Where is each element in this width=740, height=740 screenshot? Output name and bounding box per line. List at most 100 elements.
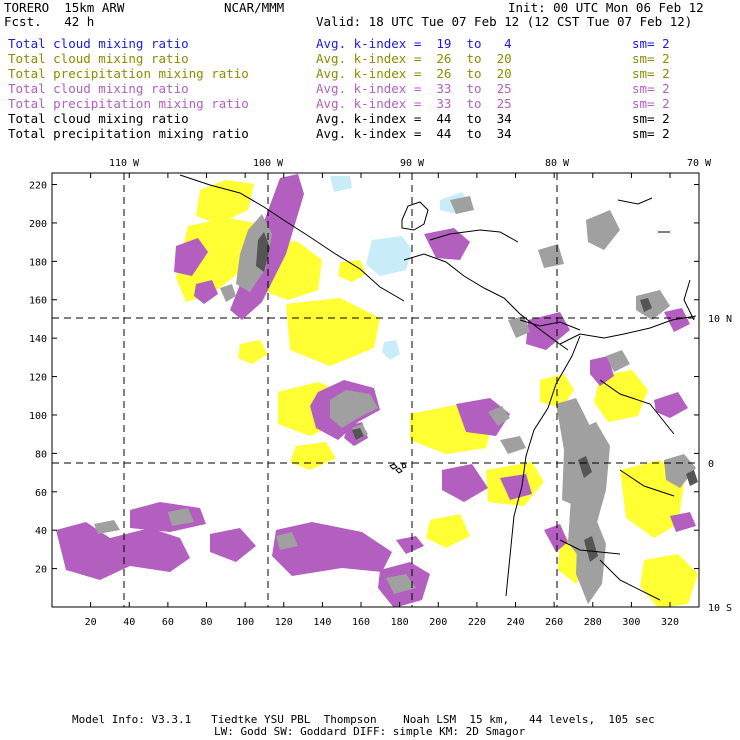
legend-field: Total cloud mixing ratio — [8, 81, 189, 96]
legend-kindex: Avg. k-index = 26 to 20 — [316, 66, 512, 81]
init-time: Init: 00 UTC Mon 06 Feb 12 — [508, 0, 704, 15]
purple-patch — [442, 464, 488, 502]
gray-patch — [276, 532, 298, 550]
purple-patch — [56, 522, 190, 580]
x-tick-label: 320 — [661, 617, 679, 628]
legend-kindex: Avg. k-index = 19 to 4 — [316, 36, 512, 51]
x-tick-label: 240 — [506, 617, 524, 628]
y-tick-label: 60 — [35, 488, 47, 499]
x-tick-label: 40 — [123, 617, 135, 628]
gray-patch — [386, 574, 416, 594]
legend-sm: sm= 2 — [632, 51, 670, 66]
gray-patch — [606, 350, 630, 372]
y-tick-label: 40 — [35, 526, 47, 537]
x-tick-label: 200 — [429, 617, 447, 628]
y-tick-label: 160 — [29, 296, 47, 307]
purple-patch — [654, 392, 688, 418]
purple-patch — [272, 522, 392, 576]
latitude-labels: 10 N 0 10 S — [708, 314, 732, 614]
gray-patch — [330, 390, 378, 428]
purple-patch — [174, 238, 208, 276]
darkgray-core — [352, 428, 364, 440]
coastline-caribbean-islands — [617, 197, 695, 321]
x-axis: 20 40 60 80 100 120 140 160 180 200 220 240 260 280 30… — [85, 173, 679, 628]
longitude-label: 70 W — [687, 158, 712, 169]
x-tick-label: 140 — [313, 617, 331, 628]
yellow-patch — [426, 514, 470, 548]
legend-kindex: Avg. k-index = 33 to 25 — [316, 81, 512, 96]
valid-time: Valid: 18 UTC Tue 07 Feb 12 (12 CST Tue … — [316, 14, 693, 29]
x-tick-label: 20 — [85, 617, 97, 628]
model-title: TORERO 15km ARW — [4, 0, 125, 15]
map-frame — [51, 172, 700, 608]
gray-patch — [586, 210, 620, 250]
longitude-label: 100 W — [253, 158, 284, 169]
x-tick-label: 220 — [468, 617, 486, 628]
legend-sm: sm= 2 — [632, 96, 670, 111]
border-line — [559, 379, 675, 601]
y-axis: 20 40 60 80 100 120 140 160 180 200 220 — [29, 181, 699, 576]
coastline-panama — [519, 319, 581, 331]
gray-patch — [488, 406, 510, 426]
legend-field: Total cloud mixing ratio — [8, 111, 189, 126]
x-tick-label: 100 — [236, 617, 254, 628]
legend-sm: sm= 2 — [632, 126, 670, 141]
legend-sm: sm= 2 — [632, 81, 670, 96]
yellow-patch — [238, 340, 268, 364]
purple-patch — [544, 524, 568, 552]
purple-patch — [664, 308, 690, 332]
x-tick-label: 180 — [391, 617, 409, 628]
legend-kindex: Avg. k-index = 44 to 34 — [316, 111, 512, 126]
latitude-label: 10 S — [708, 603, 732, 614]
purple-patch — [210, 528, 256, 562]
legend-sm: sm= 2 — [632, 66, 670, 81]
legend-kindex: Avg. k-index = 26 to 20 — [316, 51, 512, 66]
x-tick-label: 280 — [584, 617, 602, 628]
x-tick-label: 160 — [352, 617, 370, 628]
cyan-patch — [366, 236, 412, 276]
legend-field: Total precipitation mixing ratio — [8, 96, 249, 111]
cyan-patch — [330, 176, 352, 192]
latitude-label: 0 — [708, 459, 714, 470]
y-tick-label: 220 — [29, 181, 47, 192]
purple-patch — [456, 398, 510, 436]
coastline-yucatan — [401, 201, 429, 231]
gray-patch — [94, 520, 120, 534]
longitude-labels: 110 W 100 W 90 W 80 W 70 W — [109, 158, 712, 169]
gray-patch — [220, 284, 236, 302]
purple-patch — [396, 536, 424, 554]
purple-patch — [670, 512, 696, 532]
cyan-patch — [382, 340, 400, 360]
yellow-patch — [594, 370, 648, 422]
purple-patch — [526, 312, 570, 350]
darkgray-core — [584, 536, 598, 562]
legend-sm: sm= 2 — [632, 36, 670, 51]
yellow-patch — [196, 180, 254, 224]
gray-patch — [168, 508, 194, 526]
x-tick-label: 300 — [622, 617, 640, 628]
legend-field: Total precipitation mixing ratio — [8, 126, 249, 141]
source-label: NCAR/MMM — [224, 0, 285, 15]
legend-field: Total cloud mixing ratio — [8, 51, 189, 66]
y-tick-label: 100 — [29, 411, 47, 422]
purple-patch — [130, 502, 206, 532]
mixing-ratio-fields — [56, 174, 698, 607]
y-tick-label: 180 — [29, 257, 47, 268]
x-tick-label: 80 — [200, 617, 212, 628]
darkgray-core — [256, 232, 270, 272]
x-tick-label: 120 — [275, 617, 293, 628]
purple-patch — [590, 356, 614, 386]
x-tick-label: 260 — [545, 617, 563, 628]
darkgray-core — [640, 298, 652, 312]
gray-patch — [636, 290, 670, 320]
forecast-hour: Fcst. 42 h — [4, 14, 95, 29]
gray-patch — [500, 436, 526, 454]
model-info: Model Info: V3.3.1 Tiedtke YSU PBL Thomp… — [72, 713, 655, 726]
purple-patch — [424, 228, 470, 260]
galapagos — [389, 463, 407, 474]
y-tick-label: 120 — [29, 373, 47, 384]
coastline-central-america-pacific — [403, 253, 569, 351]
latitude-label: 10 N — [708, 314, 732, 325]
purple-patch — [194, 280, 218, 304]
gray-patch — [538, 244, 564, 268]
